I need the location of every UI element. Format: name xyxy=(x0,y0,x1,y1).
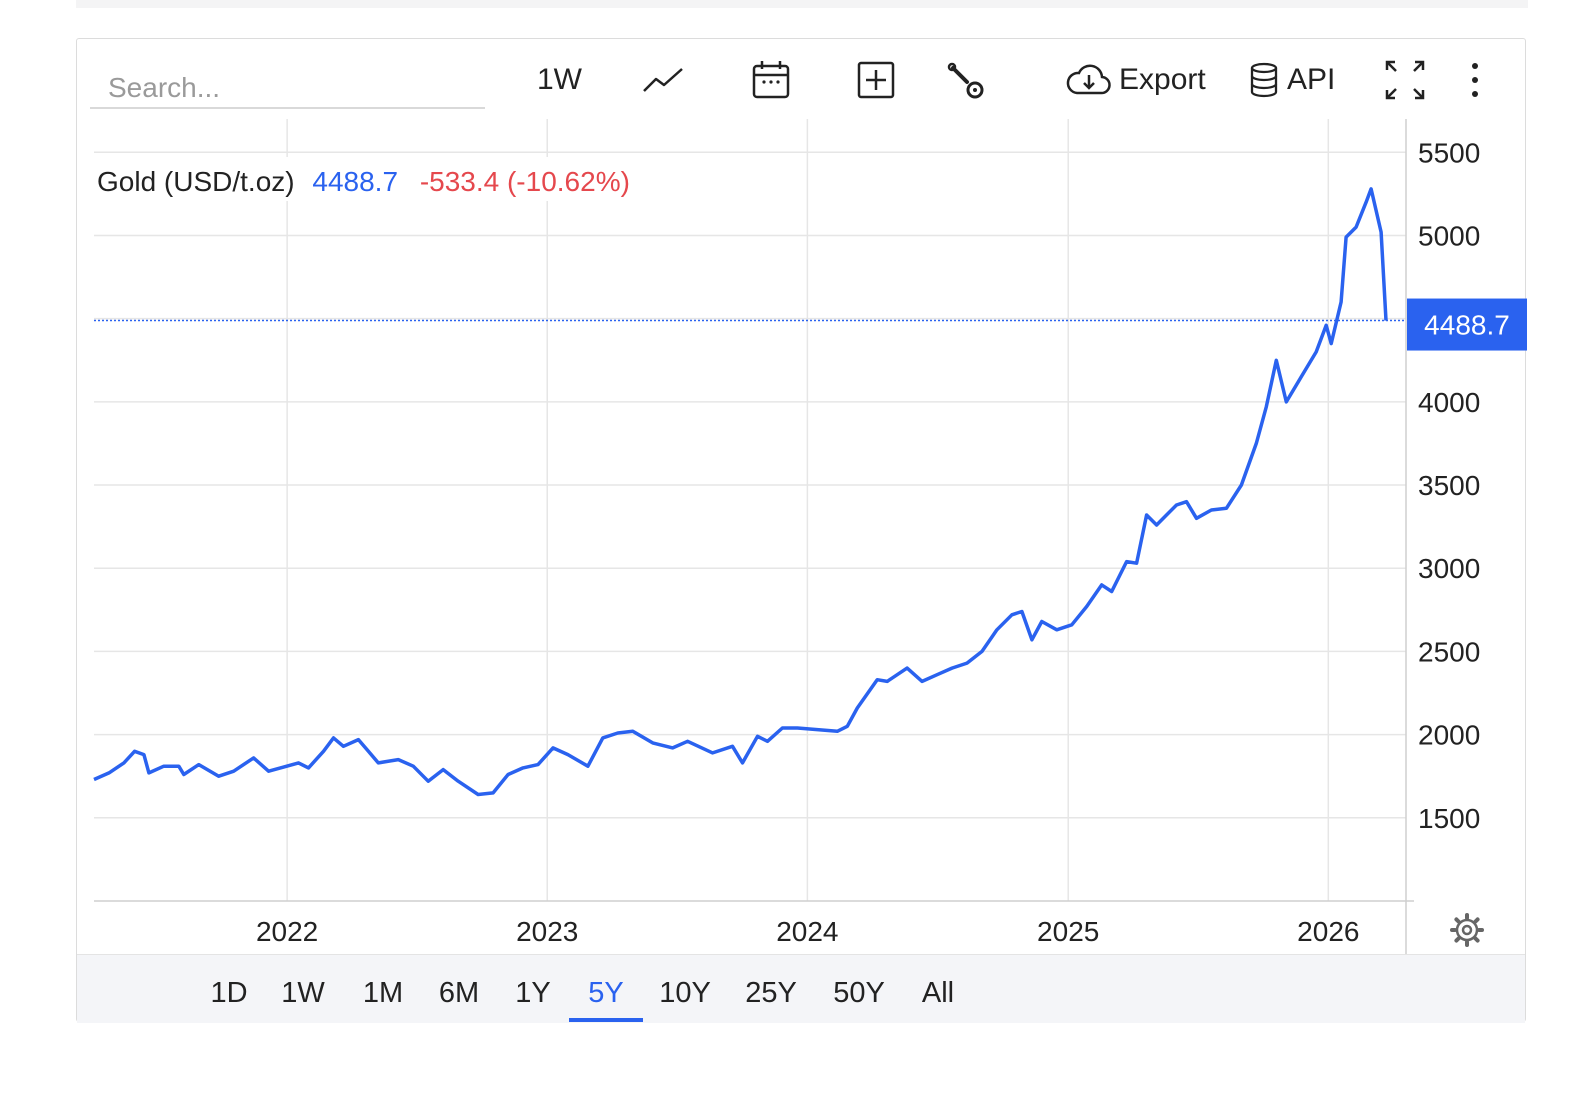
y-tick-label: 3500 xyxy=(1418,470,1480,501)
y-tick-label: 5000 xyxy=(1418,220,1480,251)
x-tick-label: 2025 xyxy=(1037,916,1099,947)
y-tick-label: 2000 xyxy=(1418,720,1480,751)
range-button-1m[interactable]: 1M xyxy=(362,977,404,1009)
range-button-5y[interactable]: 5Y xyxy=(588,977,624,1009)
y-tick-label: 2500 xyxy=(1418,636,1480,667)
chart-grid xyxy=(94,119,1414,954)
x-tick-label: 2022 xyxy=(256,916,318,947)
date-range-button[interactable] xyxy=(752,57,790,103)
more-button[interactable] xyxy=(1469,57,1481,103)
chart-legend: Gold (USD/t.oz) 4488.7 -533.4 (-10.62%) xyxy=(97,166,630,197)
plus-square-icon xyxy=(857,61,895,99)
y-tick-label: 4000 xyxy=(1418,387,1480,418)
line-chart-icon xyxy=(643,68,683,92)
database-icon xyxy=(1250,62,1278,98)
range-button-6m[interactable]: 6M xyxy=(438,977,480,1009)
range-button-1y[interactable]: 1Y xyxy=(515,977,551,1009)
range-selector: 1D 1W 1M 6M 1Y 5Y 10Y 25Y 50Y All xyxy=(77,954,1525,1023)
range-button-25y[interactable]: 25Y xyxy=(745,977,797,1009)
y-tick-label: 5500 xyxy=(1418,137,1480,168)
export-button[interactable]: Export xyxy=(1065,57,1206,103)
wrench-icon xyxy=(947,62,984,99)
chart-toolbar: 1W xyxy=(77,39,1525,119)
top-strip xyxy=(76,0,1528,8)
series-line-gold xyxy=(93,187,1388,797)
legend-background xyxy=(90,157,657,201)
range-button-10y[interactable]: 10Y xyxy=(659,977,711,1009)
tools-button[interactable] xyxy=(947,57,987,103)
legend-series-name: Gold (USD/t.oz) xyxy=(97,166,295,197)
y-tick-label: 1500 xyxy=(1418,803,1480,834)
api-label: API xyxy=(1287,63,1336,96)
calendar-icon xyxy=(752,61,790,99)
chart-widget: 1W xyxy=(76,38,1527,1023)
interval-label: 1W xyxy=(537,63,582,96)
range-button-50y[interactable]: 50Y xyxy=(833,977,885,1009)
x-tick-label: 2024 xyxy=(776,916,838,947)
search-input[interactable] xyxy=(90,65,485,109)
range-button-1d[interactable]: 1D xyxy=(210,977,248,1009)
add-indicator-button[interactable] xyxy=(857,57,895,103)
x-tick-label: 2023 xyxy=(516,916,578,947)
settings-gear-icon[interactable] xyxy=(1450,913,1484,947)
more-vertical-icon xyxy=(1472,63,1478,97)
interval-button[interactable]: 1W xyxy=(537,57,582,103)
cloud-download-icon xyxy=(1066,64,1111,95)
range-button-1w[interactable]: 1W xyxy=(281,977,325,1009)
range-button-all[interactable]: All xyxy=(921,977,955,1009)
y-tick-label: 3000 xyxy=(1418,553,1480,584)
fullscreen-button[interactable] xyxy=(1385,57,1425,103)
x-tick-label: 2026 xyxy=(1297,916,1359,947)
active-range-underline xyxy=(569,1018,643,1022)
price-chart[interactable]: 2022 2023 2024 2025 2026 1500 2000 2500 3000 350… xyxy=(77,39,1527,954)
legend-change: -533.4 (-10.62%) xyxy=(420,166,630,197)
chart-type-button[interactable] xyxy=(642,57,684,103)
legend-last-value: 4488.7 xyxy=(312,166,398,197)
api-button[interactable]: API xyxy=(1249,57,1335,103)
last-price-badge xyxy=(1407,298,1527,351)
export-label: Export xyxy=(1119,63,1206,96)
fullscreen-icon xyxy=(1385,60,1425,100)
y-axis: 1500 2000 2500 3000 3500 4000 5000 5500 xyxy=(1418,137,1480,834)
x-axis: 2022 2023 2024 2025 2026 xyxy=(256,916,1359,947)
last-price-label: 4488.7 xyxy=(1424,310,1510,341)
